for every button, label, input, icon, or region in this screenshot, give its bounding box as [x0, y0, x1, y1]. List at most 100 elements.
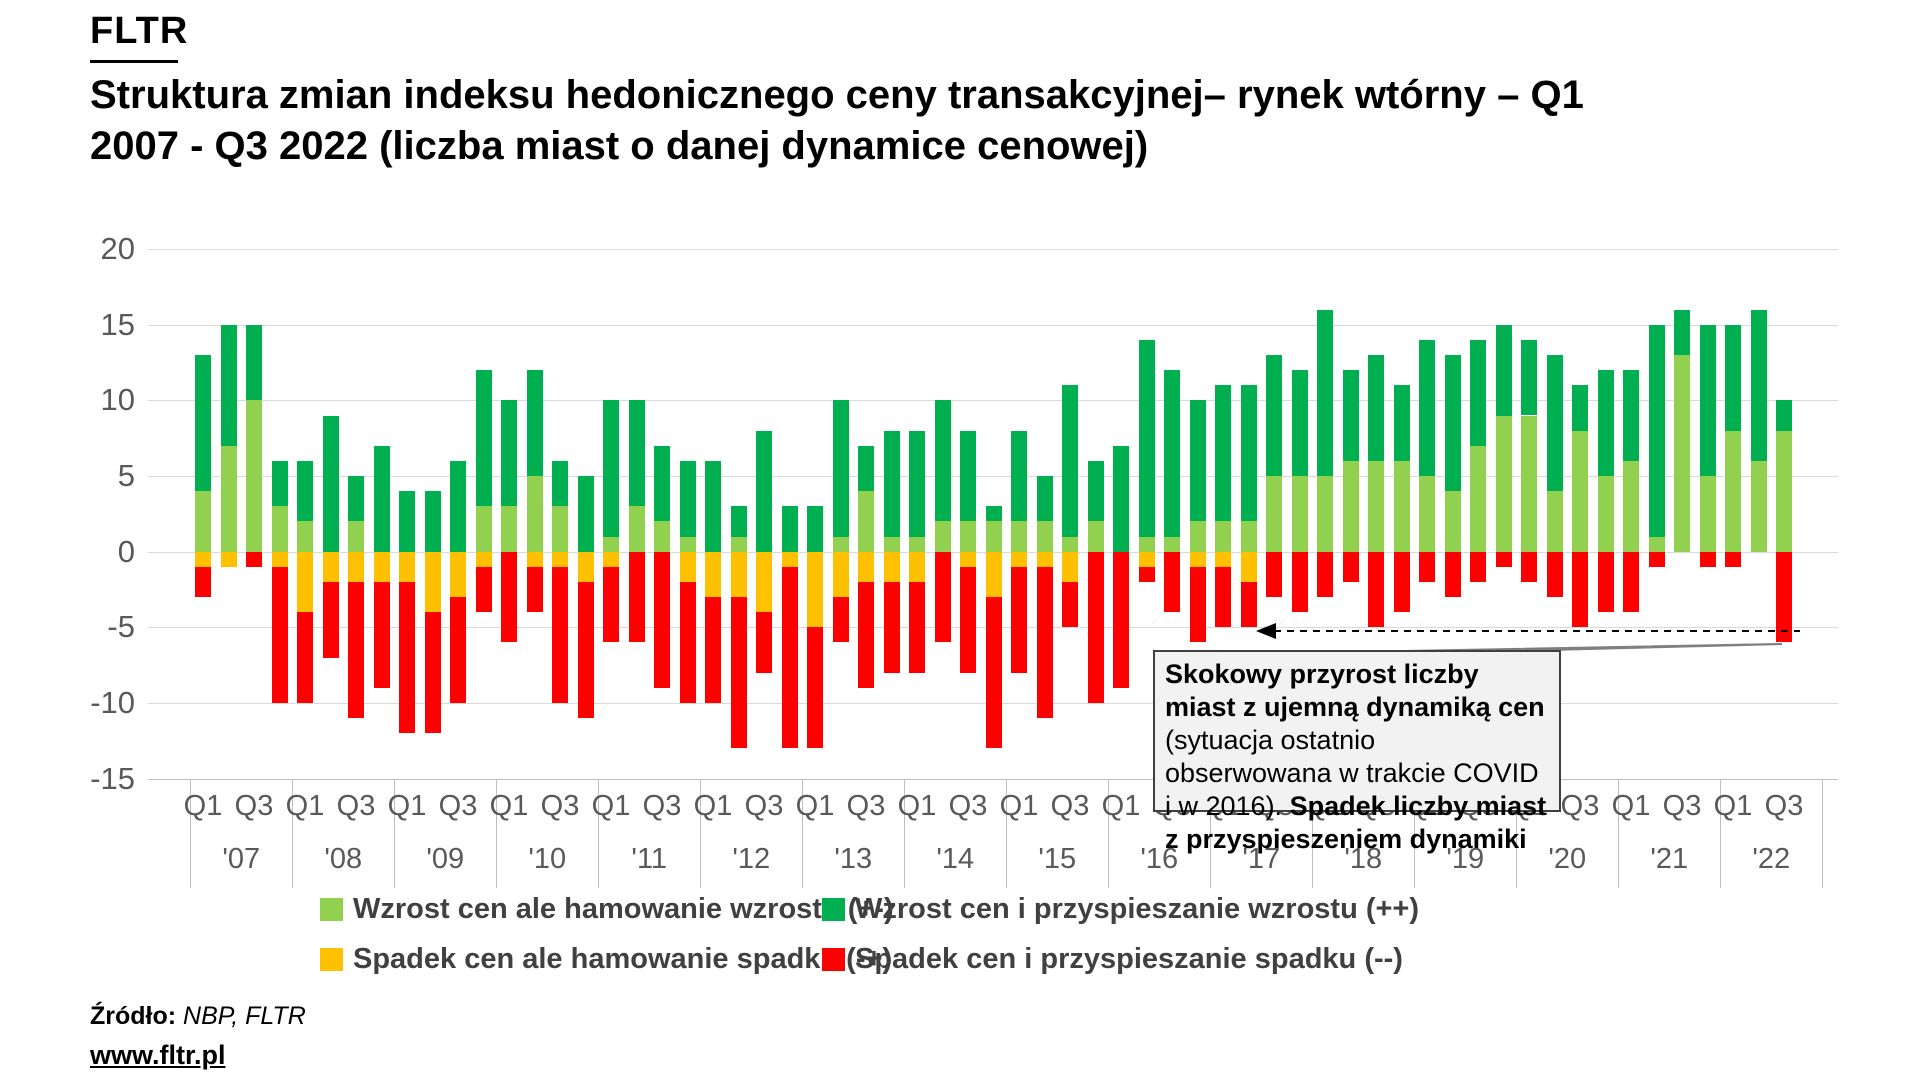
bar-segment-plus_plus [1776, 400, 1792, 431]
x-axis-line [148, 778, 1838, 780]
bar-segment-plus_minus [1138, 536, 1155, 552]
x-label-year-20: '20 [1548, 843, 1587, 875]
bar-segment-minus_minus [1062, 581, 1078, 628]
x-label-15-Q3: Q3 [1050, 790, 1090, 822]
bar-segment-plus_plus [985, 506, 1002, 522]
bar-segment-plus_minus [1725, 430, 1741, 552]
legend-label-minus_minus: Spadek cen i przyspieszanie spadku (--) [855, 943, 1403, 975]
bar-segment-minus_plus [679, 551, 696, 582]
legend-item-plus_plus: Wzrost cen i przyspieszanie wzrostu (++) [822, 893, 1419, 926]
bar-segment-plus_plus [475, 370, 492, 507]
bar-segment-plus_minus [1419, 476, 1435, 552]
bar-segment-minus_minus [322, 581, 339, 658]
y-axis-label--10: -10 [90, 685, 135, 721]
bar-segment-plus_minus [603, 536, 619, 552]
bar-segment-minus_minus [1342, 551, 1359, 582]
bar-segment-minus_minus [1419, 551, 1435, 582]
bar-segment-plus_minus [679, 536, 696, 552]
x-label-year-18: '18 [1344, 843, 1383, 875]
bar-segment-plus_minus [1164, 536, 1180, 552]
bar-segment-plus_minus [1597, 476, 1614, 552]
bar-segment-minus_plus [348, 551, 364, 582]
bar-segment-plus_plus [705, 460, 721, 552]
bar-segment-minus_minus [705, 597, 721, 704]
bar-segment-plus_plus [1215, 385, 1231, 522]
source-value: NBP, FLTR [176, 1002, 306, 1030]
bar-segment-plus_plus [1342, 370, 1359, 461]
bar-segment-plus_plus [1495, 324, 1512, 416]
source-label: Źródło: [90, 1002, 177, 1030]
bar-segment-minus_plus [322, 551, 339, 582]
bar-segment-minus_minus [1036, 566, 1053, 719]
bar-segment-plus_minus [1062, 536, 1078, 552]
bar-segment-plus_minus [1317, 476, 1333, 552]
bar-segment-minus_minus [1623, 551, 1639, 613]
bar-segment-minus_minus [246, 551, 262, 567]
x-label-09-Q1: Q1 [387, 790, 427, 822]
bar-segment-plus_plus [501, 400, 517, 507]
legend-item-minus_plus: Spadek cen ale hamowanie spadku (-+) [320, 943, 892, 976]
bar-segment-plus_plus [756, 430, 772, 552]
legend-item-plus_minus: Wzrost cen ale hamowanie wzrostu (+-) [320, 893, 894, 926]
bar-segment-minus_minus [348, 581, 364, 719]
bar-segment-minus_plus [985, 551, 1002, 598]
bar-segment-plus_minus [1546, 491, 1563, 552]
y-axis-label--5: -5 [107, 609, 135, 645]
bar-segment-minus_plus [603, 551, 619, 567]
bar-segment-minus_plus [297, 551, 313, 613]
x-label-12-Q3: Q3 [744, 790, 784, 822]
bar-segment-minus_minus [1368, 551, 1384, 628]
bar-segment-plus_plus [934, 400, 951, 522]
bar-segment-plus_minus [858, 491, 874, 552]
bar-segment-plus_plus [577, 476, 594, 552]
bar-segment-plus_plus [373, 445, 390, 552]
bar-segment-minus_plus [858, 551, 874, 582]
bar-segment-minus_minus [730, 597, 747, 749]
x-label-20-Q3: Q3 [1560, 790, 1600, 822]
bar-segment-minus_plus [781, 551, 798, 567]
bar-segment-plus_plus [424, 491, 441, 552]
fltr-logo: FLTR [90, 10, 189, 52]
bar-segment-plus_minus [271, 506, 288, 552]
bar-segment-plus_minus [1393, 460, 1410, 552]
x-label-09-Q3: Q3 [438, 790, 478, 822]
bar-segment-plus_plus [730, 506, 747, 537]
legend-swatch-minus_minus [822, 948, 845, 971]
dashed-arrow-head [1256, 623, 1276, 639]
bar-segment-minus_minus [628, 551, 645, 643]
legend-label-plus_plus: Wzrost cen i przyspieszanie wzrostu (++) [855, 893, 1420, 925]
bar-segment-plus_plus [1113, 445, 1129, 552]
bar-segment-plus_minus [1036, 521, 1053, 552]
bar-segment-minus_plus [450, 551, 466, 598]
bar-segment-minus_minus [195, 566, 211, 598]
year-separator [1822, 778, 1824, 888]
gridline-y-5 [148, 476, 1838, 478]
legend-label-minus_plus: Spadek cen ale hamowanie spadku (-+) [353, 943, 893, 975]
bar-segment-plus_minus [526, 476, 543, 552]
annotation-regular: (sytuacja ostatnio obserwowana w trakcie… [1165, 725, 1539, 821]
bar-segment-plus_minus [1648, 536, 1665, 552]
bar-segment-minus_minus [1138, 566, 1155, 582]
bar-segment-minus_minus [1699, 551, 1716, 567]
bar-segment-plus_plus [348, 476, 364, 522]
bar-segment-minus_minus [654, 551, 670, 688]
bar-segment-minus_minus [271, 566, 288, 704]
bar-segment-minus_minus [501, 551, 517, 643]
bar-segment-minus_minus [909, 581, 925, 673]
bar-segment-plus_minus [654, 521, 670, 552]
bar-segment-minus_minus [373, 581, 390, 688]
bar-segment-plus_plus [858, 445, 874, 492]
website-link[interactable]: www.fltr.pl [90, 1040, 226, 1070]
bar-segment-plus_plus [1368, 354, 1384, 461]
bar-segment-plus_plus [1291, 370, 1308, 477]
x-label-11-Q3: Q3 [642, 790, 682, 822]
bar-segment-plus_plus [1189, 400, 1206, 522]
bar-segment-plus_minus [1572, 430, 1588, 552]
bar-segment-plus_minus [1368, 460, 1384, 552]
bar-segment-plus_minus [883, 536, 900, 552]
bar-segment-minus_plus [1215, 551, 1231, 567]
bar-segment-plus_minus [1189, 521, 1206, 552]
bar-segment-plus_plus [654, 445, 670, 522]
bar-segment-minus_minus [1266, 551, 1282, 598]
bar-segment-minus_plus [1036, 551, 1053, 567]
